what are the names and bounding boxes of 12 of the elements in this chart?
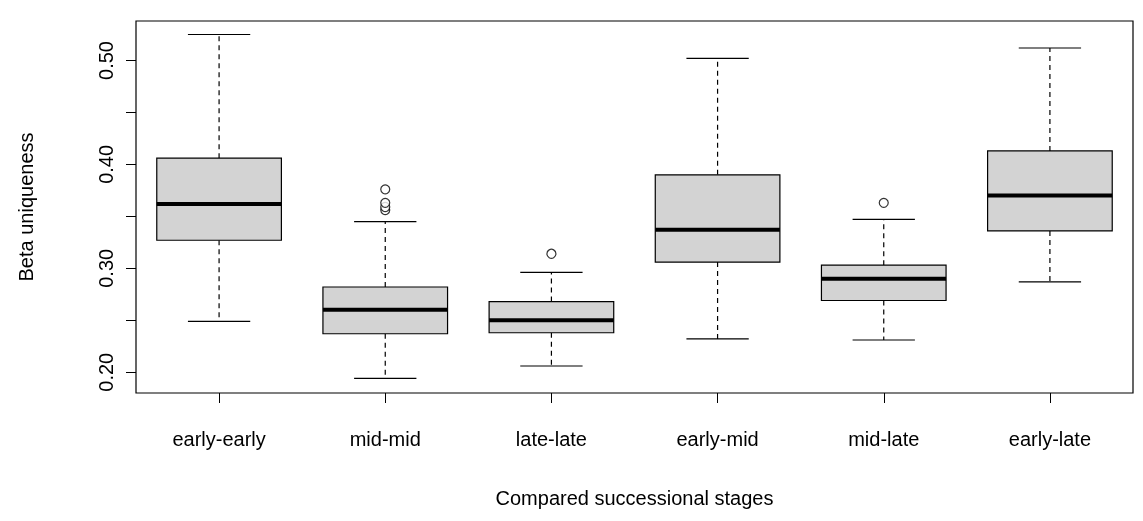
x-tick-label: mid-mid xyxy=(349,428,421,450)
x-tick-label: early-late xyxy=(1008,428,1092,450)
x-tick-label: late-late xyxy=(515,428,587,450)
y-axis-title: Beta uniqueness xyxy=(15,132,37,282)
x-tick-label: early-mid xyxy=(676,428,759,450)
x-tick-label: mid-late xyxy=(848,428,920,450)
x-tick-label: early-early xyxy=(172,428,266,450)
y-tick-label: 0.30 xyxy=(95,248,117,288)
y-tick-label: 0.40 xyxy=(95,144,117,184)
y-tick-label: 0.20 xyxy=(95,352,117,392)
x-axis-title: Compared successional stages xyxy=(495,487,774,509)
y-tick-label: 0.50 xyxy=(95,41,117,80)
